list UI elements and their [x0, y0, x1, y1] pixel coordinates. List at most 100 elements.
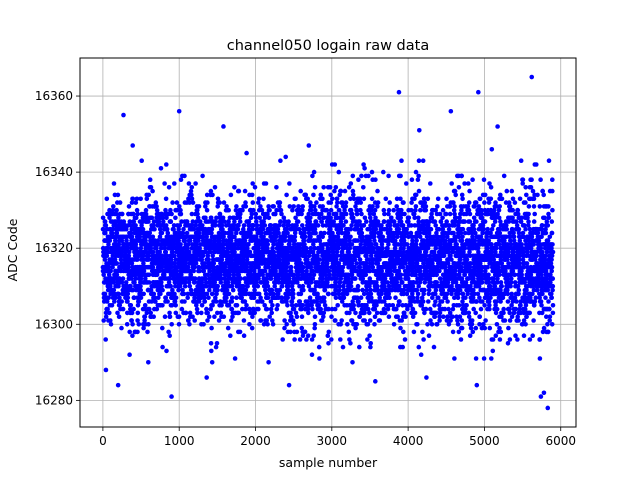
data-point — [470, 177, 475, 182]
data-point — [425, 322, 430, 327]
data-point — [263, 181, 269, 186]
data-point — [387, 295, 392, 301]
data-point — [299, 314, 305, 320]
data-point — [356, 299, 361, 304]
data-point — [372, 322, 377, 327]
data-point — [283, 154, 289, 160]
data-point — [155, 238, 161, 243]
data-point — [135, 257, 140, 262]
data-point — [161, 219, 166, 224]
data-point — [150, 188, 155, 194]
data-point — [183, 310, 189, 316]
data-point — [243, 204, 249, 209]
data-point — [414, 238, 419, 243]
data-point — [348, 234, 353, 240]
data-point — [103, 337, 108, 342]
data-point — [456, 303, 462, 308]
data-point — [107, 310, 112, 316]
data-point — [119, 249, 124, 255]
data-point — [157, 226, 163, 232]
data-point — [341, 283, 346, 289]
data-point — [126, 253, 132, 259]
data-point — [138, 287, 143, 293]
data-point — [107, 215, 112, 221]
data-point — [151, 223, 156, 228]
data-point — [398, 272, 404, 278]
data-point — [467, 188, 472, 194]
data-point — [469, 318, 475, 323]
data-point — [343, 219, 349, 224]
data-point — [391, 207, 397, 213]
data-point — [102, 291, 108, 297]
data-point — [100, 226, 106, 232]
data-point — [404, 181, 409, 186]
data-point — [291, 204, 297, 209]
data-point — [295, 219, 301, 224]
data-point — [160, 215, 166, 221]
data-point — [111, 280, 116, 285]
data-point — [267, 207, 272, 213]
data-point — [159, 264, 165, 270]
data-point — [456, 329, 462, 335]
data-point — [141, 291, 146, 297]
data-point — [187, 322, 192, 327]
data-point — [150, 264, 156, 270]
data-point — [126, 249, 132, 255]
data-point — [182, 283, 188, 289]
data-point — [266, 215, 272, 221]
data-point — [191, 268, 196, 274]
data-point — [402, 337, 408, 342]
data-point — [182, 173, 187, 179]
data-point — [108, 322, 114, 327]
data-point — [375, 283, 380, 289]
data-point — [128, 283, 133, 289]
data-point — [340, 344, 346, 350]
data-point — [241, 223, 247, 228]
data-point — [478, 306, 484, 312]
data-point — [160, 344, 165, 350]
data-point — [234, 204, 239, 209]
data-point — [310, 306, 315, 312]
data-point — [187, 283, 193, 289]
data-point — [339, 318, 345, 323]
data-point — [333, 318, 338, 323]
data-point — [120, 276, 126, 281]
data-point — [355, 238, 361, 243]
data-point — [148, 310, 153, 316]
data-point — [441, 314, 446, 320]
data-point — [116, 215, 121, 221]
data-point — [146, 257, 151, 262]
data-point — [375, 188, 380, 194]
data-point — [350, 215, 356, 221]
data-point — [264, 318, 270, 323]
data-point — [459, 318, 465, 323]
data-point — [329, 314, 334, 320]
data-point — [348, 226, 354, 232]
data-point — [189, 185, 195, 190]
data-point — [294, 329, 300, 335]
data-point — [452, 356, 457, 361]
data-point — [303, 192, 309, 198]
data-point — [111, 204, 116, 209]
data-point — [124, 238, 129, 243]
data-point — [464, 303, 469, 308]
data-point — [152, 295, 157, 301]
data-point — [311, 272, 317, 278]
data-point — [108, 283, 113, 289]
data-point — [373, 177, 378, 182]
data-point — [473, 325, 479, 331]
data-point — [293, 310, 299, 316]
data-point — [247, 322, 252, 327]
data-point — [426, 299, 431, 304]
data-point — [141, 253, 146, 259]
data-point — [144, 310, 150, 316]
data-point — [229, 295, 235, 301]
data-point — [192, 318, 197, 323]
data-point — [262, 223, 268, 228]
data-point — [167, 314, 173, 320]
data-point — [168, 219, 174, 224]
data-point — [102, 257, 108, 262]
data-point — [322, 299, 327, 304]
data-point — [133, 276, 138, 281]
data-point — [151, 314, 156, 320]
